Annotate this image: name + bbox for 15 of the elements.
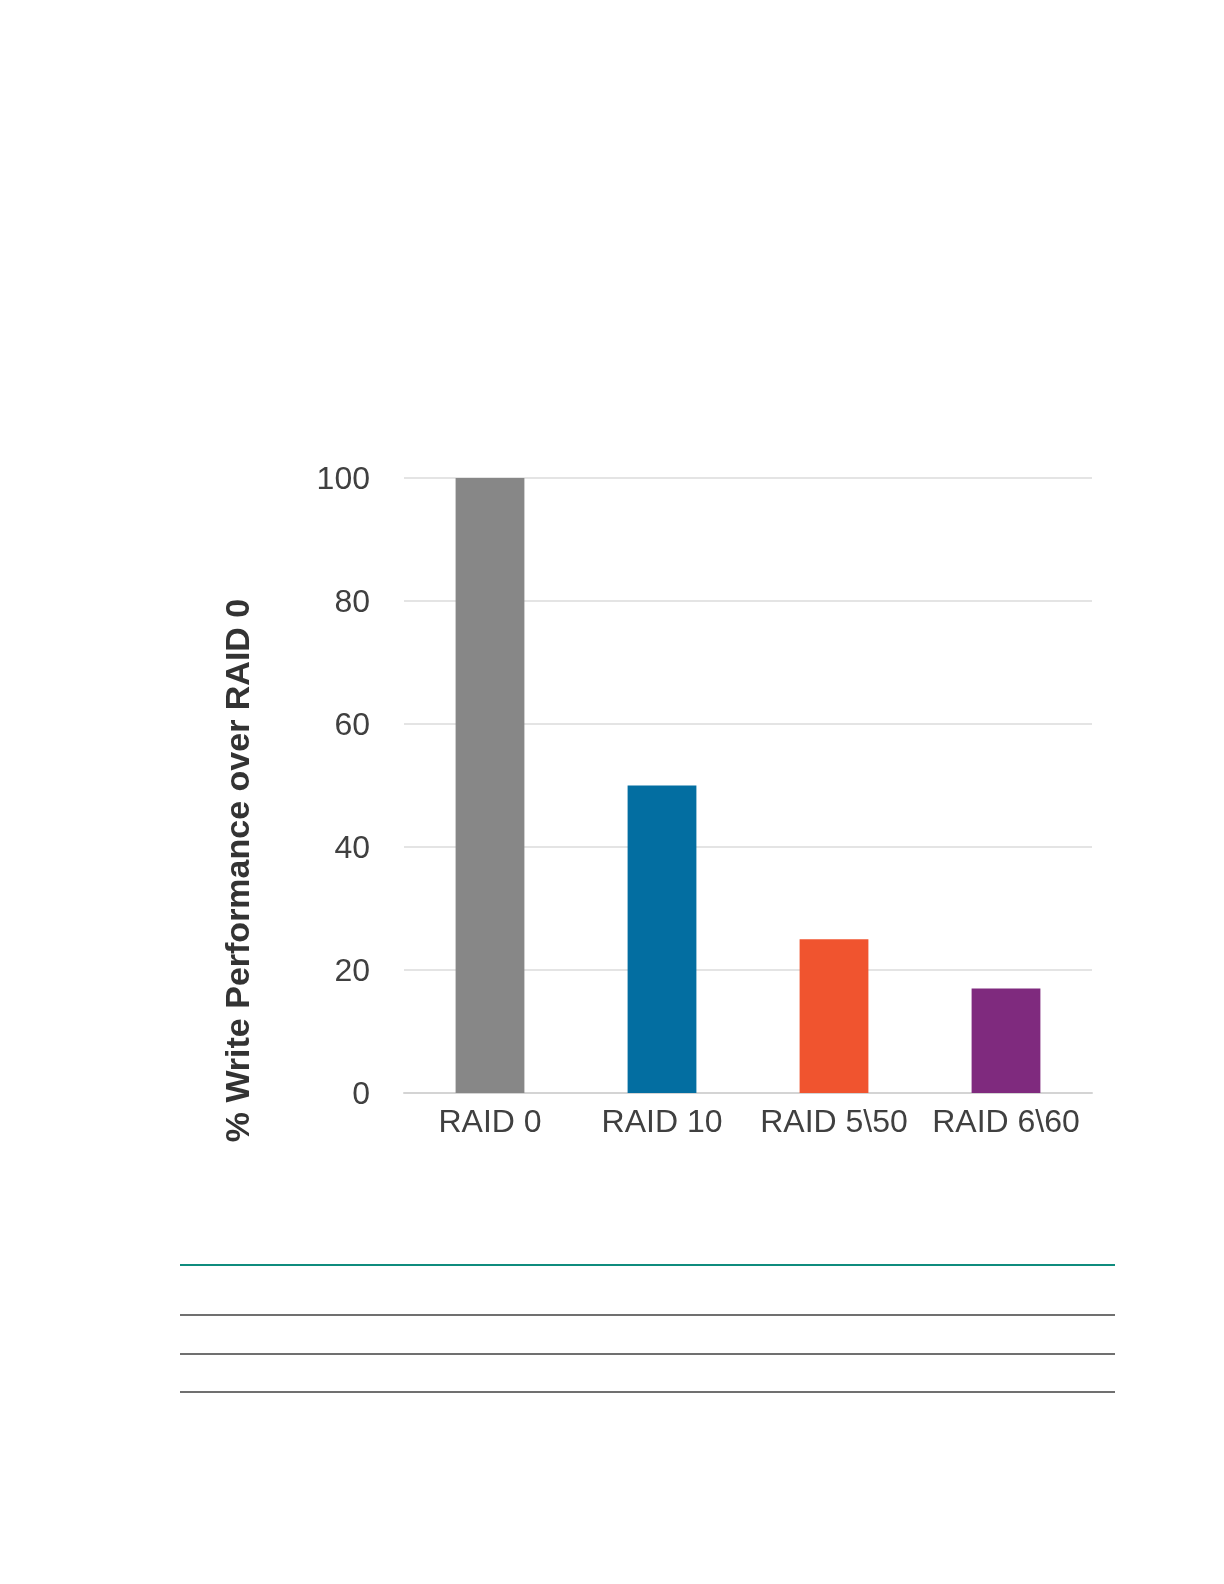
- x-tick-label: RAID 6\60: [932, 1103, 1080, 1139]
- bar: [799, 939, 869, 1093]
- y-tick-label: 80: [334, 583, 370, 619]
- y-tick-label: 0: [352, 1075, 370, 1111]
- bar: [971, 988, 1041, 1093]
- y-tick-label: 60: [334, 706, 370, 742]
- x-tick-label: RAID 10: [601, 1103, 723, 1139]
- x-tick-label: RAID 5\50: [760, 1103, 908, 1139]
- bar: [627, 785, 697, 1093]
- y-tick-label: 100: [316, 460, 370, 496]
- y-tick-label: 40: [334, 829, 370, 865]
- y-axis-title: % Write Performance over RAID 0: [218, 598, 256, 1143]
- y-tick-label: 20: [334, 952, 370, 988]
- bar: [455, 478, 525, 1093]
- x-tick-label: RAID 0: [438, 1103, 542, 1139]
